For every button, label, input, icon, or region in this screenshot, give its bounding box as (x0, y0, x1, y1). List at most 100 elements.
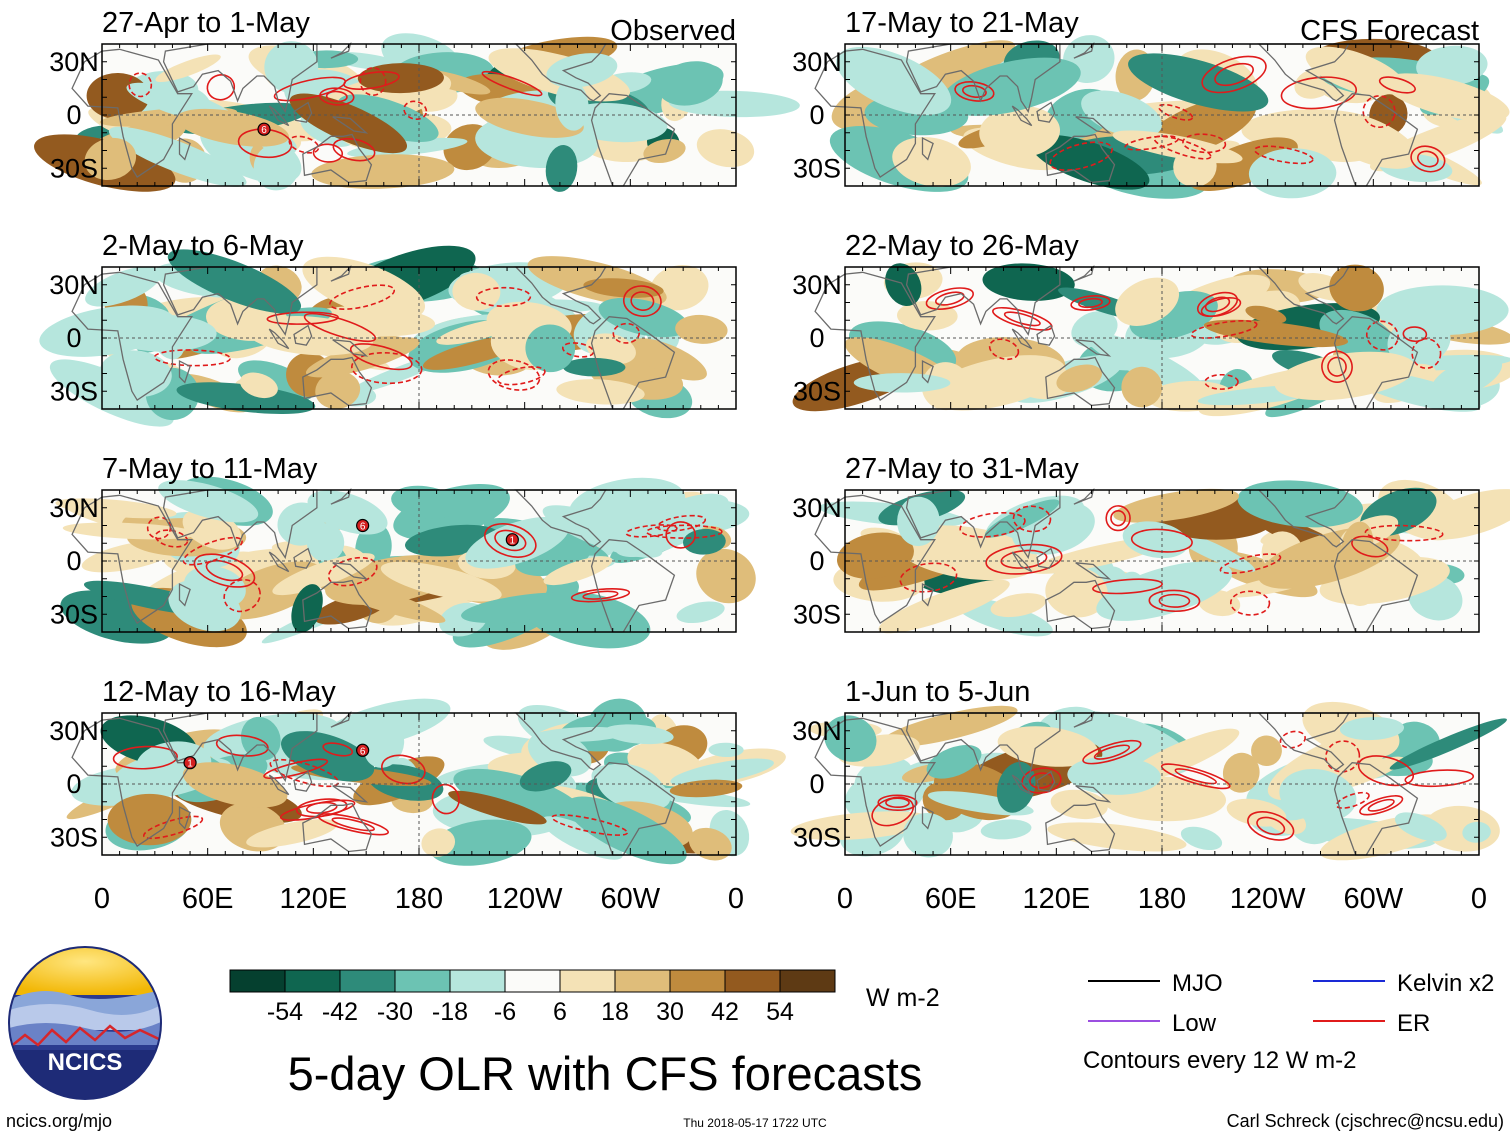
olr-anomaly-blob (1416, 45, 1488, 86)
colorbar-swatch (669, 969, 726, 993)
olr-anomaly-blob (107, 793, 192, 846)
er-contour (343, 71, 400, 90)
er-contour (288, 135, 320, 154)
coastlines (814, 41, 1419, 187)
storm-marker-label: 6 (360, 746, 366, 757)
er-contour (985, 543, 1063, 575)
map-panel: 30N 0 30S 17-May to 21-May CFS Forecast (792, 7, 1510, 199)
olr-anomaly-blob (1203, 319, 1349, 348)
er-contour (327, 556, 378, 587)
olr-anomaly-blob (1067, 756, 1161, 795)
olr-anomaly-blob (545, 144, 578, 192)
coastline (905, 712, 1061, 783)
olr-anomaly-blob (1274, 351, 1416, 401)
er-contour (1219, 553, 1282, 575)
coastline (1036, 101, 1056, 123)
er-contour (206, 74, 236, 101)
x-tick-label: 120E (279, 883, 347, 915)
er-contour (1158, 593, 1191, 608)
coastline (905, 43, 1061, 114)
er-contour (403, 100, 428, 120)
er-contour (645, 524, 723, 539)
olr-anomaly-blob (167, 249, 302, 314)
olr-anomaly-blob (239, 372, 278, 399)
olr-anomaly-blob (596, 763, 666, 810)
coastline (332, 339, 369, 357)
olr-anomaly-blob (676, 601, 725, 624)
olr-anomaly-blob (546, 53, 618, 88)
storm-marker (356, 518, 370, 533)
ncics-logo: NCICS (8, 946, 162, 1100)
er-contour (622, 285, 662, 317)
coastline (1011, 774, 1033, 796)
er-contour (1105, 505, 1131, 532)
olr-anomaly-blob (277, 502, 325, 546)
er-contour (329, 284, 396, 310)
olr-anomaly-blob (1180, 826, 1223, 851)
er-contour (431, 783, 460, 815)
olr-anomaly-blob (1383, 73, 1510, 122)
storm-marker (257, 122, 271, 136)
er-contour (1367, 798, 1395, 812)
legend-label: MJO (1172, 970, 1223, 997)
olr-anomaly-blob (1341, 521, 1374, 571)
y-tick-label: 30S (50, 153, 98, 183)
olr-anomaly-blob (1339, 717, 1405, 741)
er-contour (1359, 795, 1404, 816)
coastline (293, 770, 313, 792)
coastline (162, 489, 318, 560)
coastline (162, 712, 318, 783)
storm-marker (505, 533, 519, 547)
er-contour (496, 366, 546, 386)
olr-anomaly-blob (1222, 752, 1260, 793)
coastline (1045, 802, 1116, 853)
er-contour (1070, 295, 1111, 311)
olr-anomaly-blob (1115, 277, 1180, 326)
olr-anomaly-blob (1237, 480, 1364, 528)
coastline (302, 133, 373, 184)
olr-anomaly-blob (1128, 53, 1269, 112)
er-contours (899, 505, 1444, 616)
olr-anomaly-blob (525, 591, 651, 649)
coastline (590, 539, 676, 633)
er-contours (112, 734, 629, 840)
y-tick-label: 30N (792, 493, 842, 523)
y-tick-label: 0 (66, 323, 81, 353)
olr-anomaly-blob (1245, 305, 1287, 324)
x-tick-label: 180 (395, 883, 443, 915)
olr-anomaly-blob (541, 816, 623, 860)
coastline (71, 48, 193, 179)
er-contour (1229, 590, 1271, 616)
coastline (71, 271, 193, 402)
olr-anomaly-blob (853, 373, 951, 393)
olr-anomaly-blob (1113, 488, 1239, 523)
olr-anomaly-blob (836, 46, 952, 116)
coastline (71, 717, 193, 848)
olr-anomaly-blob (878, 579, 1010, 634)
er-contour (1321, 350, 1353, 383)
coastline (1075, 339, 1112, 357)
x-tick-label: 120W (1230, 883, 1306, 915)
coastline (178, 360, 191, 384)
olr-anomaly-blob (569, 477, 686, 532)
legend: MJO Kelvin x2 Low ER (1088, 970, 1494, 1037)
storm-marker-label: 6 (261, 125, 267, 136)
olr-anomaly-blob (291, 584, 323, 633)
olr-anomaly-field (34, 33, 800, 192)
storm-marker (183, 756, 197, 770)
footer-url[interactable]: ncics.org/mjo (6, 1111, 112, 1131)
olr-anomaly-blob (708, 742, 744, 758)
coastline (302, 356, 373, 407)
coastline (514, 43, 607, 102)
colorbar-level-label: 54 (766, 998, 794, 1026)
er-contour (112, 745, 178, 770)
coastlines (71, 710, 676, 856)
olr-anomaly-blob (1047, 822, 1187, 852)
coastline (1075, 785, 1112, 803)
er-contour (1049, 141, 1113, 171)
olr-anomaly-blob (168, 579, 241, 632)
coastline (162, 266, 318, 336)
olr-anomaly-blob (657, 61, 723, 106)
y-tick-label: 0 (809, 323, 824, 353)
er-contour (1417, 150, 1439, 168)
